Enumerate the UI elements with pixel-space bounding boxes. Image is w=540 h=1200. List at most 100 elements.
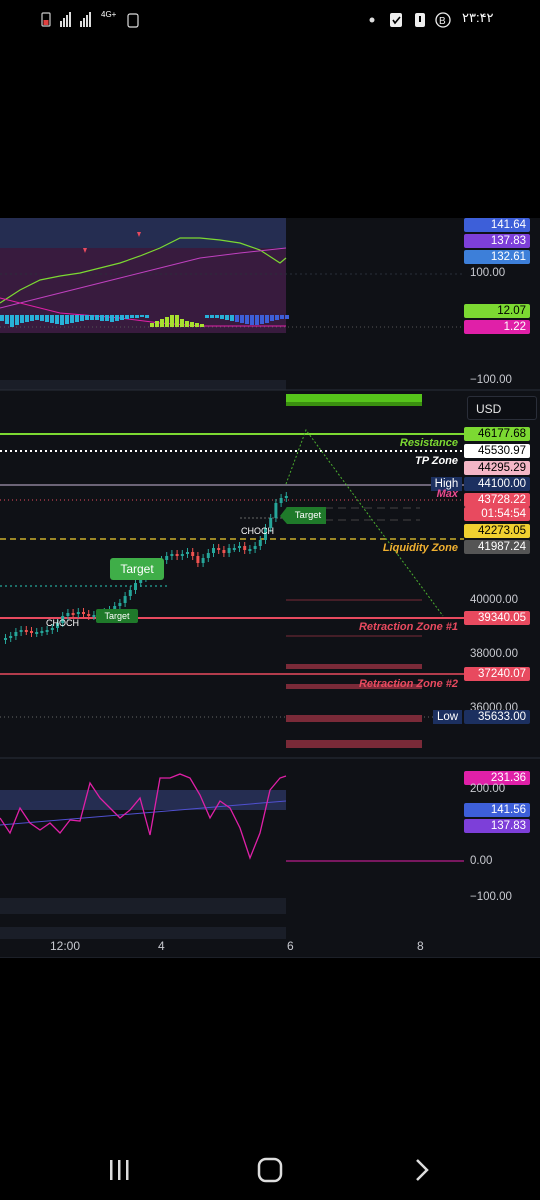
price-tag-retracement-1: 39340.05	[464, 611, 530, 625]
recent-apps-icon	[110, 1160, 129, 1180]
price-tag-resistance: 46177.68	[464, 427, 530, 441]
candle-body	[212, 548, 215, 553]
check-icon	[390, 13, 402, 27]
liquidity-zone-label: Liquidity Zone	[382, 542, 458, 554]
price-tag: 141.56	[464, 803, 530, 817]
time-label: 12:00	[50, 939, 81, 953]
top-pane-histogram	[0, 315, 289, 327]
histogram-bar	[75, 315, 79, 322]
countdown-tag: 01:54:54	[464, 507, 530, 521]
price-tag: 132.61	[464, 250, 530, 264]
histogram-bar	[120, 315, 124, 320]
candle-body	[40, 631, 44, 633]
axis-label: −100.00	[470, 374, 512, 386]
target-marker[interactable]: Target	[96, 609, 138, 623]
candle-body	[206, 553, 210, 558]
candle-body	[258, 540, 262, 546]
retracement-2-label: Retraction Zone #2	[358, 678, 458, 690]
candle-body	[56, 623, 59, 628]
histogram-bar	[70, 315, 74, 323]
histogram-bar	[45, 315, 49, 322]
histogram-bar	[30, 315, 34, 321]
histogram-bar	[110, 315, 114, 322]
home-icon	[257, 1157, 283, 1183]
candle-body	[9, 636, 13, 638]
candle-body	[45, 630, 49, 632]
candle-body	[175, 554, 179, 556]
candle-body	[128, 590, 132, 596]
histogram-bar	[215, 315, 219, 318]
candle-body	[14, 632, 18, 636]
histogram-bar	[200, 324, 204, 327]
axis-label: 40000.00	[470, 594, 518, 606]
histogram-bar	[170, 315, 174, 327]
currency-selector[interactable]: USD	[467, 396, 537, 420]
histogram-bar	[85, 315, 89, 320]
time-label: 6	[287, 939, 294, 953]
candle-body	[243, 546, 247, 550]
axis-label: −100.00	[470, 891, 512, 903]
candle-body	[248, 549, 252, 551]
histogram-bar	[155, 321, 159, 327]
navigation-bar	[0, 1140, 540, 1200]
candle-body	[274, 503, 278, 518]
histogram-bar	[115, 315, 119, 321]
candle-body	[134, 583, 137, 590]
candle-body	[118, 603, 122, 606]
status-icons-left	[41, 12, 139, 28]
candle-body	[113, 606, 117, 610]
recent-apps-button[interactable]	[90, 1140, 150, 1200]
chart-canvas[interactable]	[0, 218, 540, 958]
histogram-bar	[280, 315, 284, 319]
choch-label: CHOCH	[241, 526, 274, 536]
candle-body	[201, 558, 205, 563]
trading-chart[interactable]: 141.64 137.83 132.61 100.00 12.07 1.22 −…	[0, 218, 540, 958]
histogram-bar	[245, 315, 249, 324]
histogram-bar	[180, 319, 184, 327]
resistance-zone-top	[286, 394, 422, 402]
histogram-bar	[265, 315, 269, 323]
price-tag: 1.22	[464, 320, 530, 334]
candle-body	[217, 548, 221, 550]
candle-body	[253, 546, 257, 549]
histogram-bar	[260, 315, 264, 324]
histogram-bar	[15, 315, 19, 325]
candle-body	[279, 498, 283, 503]
candle-body	[170, 554, 174, 556]
candle-body	[196, 556, 200, 563]
back-button[interactable]	[392, 1140, 452, 1200]
candle-body	[180, 554, 184, 556]
histogram-bar	[210, 315, 214, 318]
candle-body	[71, 613, 75, 615]
high-label: High	[431, 477, 462, 491]
candle-body	[82, 612, 85, 614]
histogram-bar	[130, 315, 134, 318]
recycle-icon	[127, 13, 139, 28]
target-flag-icon	[280, 507, 326, 524]
price-tag-current: 43728.22	[464, 493, 530, 507]
candle-body	[232, 548, 236, 550]
home-button[interactable]	[240, 1140, 300, 1200]
max-label: Max	[436, 488, 458, 500]
tp-zone-label: TP Zone	[415, 455, 458, 467]
price-tag: 44295.29	[464, 461, 530, 475]
status-bar: 4G+ B ۲۳:۴۲	[0, 0, 540, 40]
target-marker[interactable]: Target	[110, 558, 164, 580]
bottom-pane-oscillator	[0, 773, 287, 860]
signal-icon	[60, 21, 62, 27]
histogram-bar	[90, 315, 94, 320]
clock: ۲۳:۴۲	[462, 10, 494, 25]
candle-body	[87, 614, 91, 616]
candle-body	[191, 552, 195, 556]
bottom-pane-signal	[0, 800, 287, 826]
histogram-bar	[250, 315, 254, 325]
candle-body	[61, 616, 65, 623]
axis-label: 38000.00	[470, 648, 518, 660]
dot-icon	[369, 17, 375, 23]
target-marker[interactable]: Target	[294, 510, 322, 521]
candle-body	[19, 630, 23, 632]
histogram-bar	[0, 315, 4, 321]
time-label: 4	[158, 939, 165, 953]
top-pane-oscillator	[0, 237, 287, 304]
candle-body	[50, 628, 54, 630]
